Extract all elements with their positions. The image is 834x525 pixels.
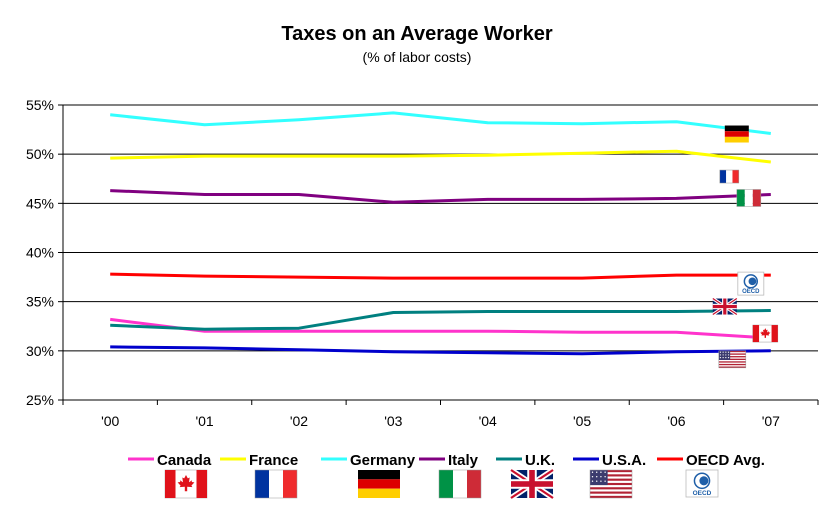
usa-flag bbox=[589, 469, 633, 499]
usa-flag bbox=[718, 350, 747, 369]
x-tick-label: '06 bbox=[667, 413, 685, 429]
x-tick-label: '02 bbox=[290, 413, 308, 429]
canada-flag bbox=[164, 469, 208, 499]
legend-label: Canada bbox=[157, 452, 212, 469]
legend-label: Germany bbox=[350, 452, 416, 469]
germany-flag bbox=[724, 125, 749, 143]
x-tick-label: '07 bbox=[762, 413, 780, 429]
x-tick-label: '03 bbox=[384, 413, 402, 429]
legend-label: U.S.A. bbox=[602, 452, 646, 469]
y-tick-label: 50% bbox=[26, 146, 54, 162]
series-line-france bbox=[110, 149, 771, 164]
x-tick-label: '05 bbox=[573, 413, 591, 429]
france-flag bbox=[254, 469, 298, 499]
series-line-oecd-avg bbox=[110, 272, 771, 280]
series-line-germany bbox=[110, 111, 771, 135]
legend-label: Italy bbox=[448, 452, 479, 469]
oecd-logo-text: OECD bbox=[742, 289, 760, 295]
legend: Canada France Germany Italy U.K. U.S.A. OECD A… bbox=[128, 452, 765, 501]
chart-title: Taxes on an Average Worker bbox=[281, 23, 552, 45]
annotation-flags: OECD bbox=[711, 125, 779, 369]
series-line-canada bbox=[110, 317, 771, 340]
oecd-logo-text: OECD bbox=[693, 490, 712, 497]
legend-label: France bbox=[249, 452, 298, 469]
x-tick-label: '01 bbox=[195, 413, 213, 429]
chart-subtitle: (% of labor costs) bbox=[363, 49, 472, 65]
x-tick-label: '04 bbox=[479, 413, 497, 429]
uk-flag bbox=[711, 297, 738, 316]
legend-label: OECD Avg. bbox=[686, 452, 765, 469]
x-tick-label: '00 bbox=[101, 413, 119, 429]
canada-flag bbox=[752, 324, 779, 343]
series-line-u-s-a bbox=[110, 345, 771, 356]
y-tick-label: 30% bbox=[26, 343, 54, 359]
y-tick-label: 35% bbox=[26, 294, 54, 310]
grid bbox=[63, 104, 818, 352]
y-tick-label: 45% bbox=[26, 195, 54, 211]
germany-flag bbox=[358, 470, 400, 498]
series-line-u-k bbox=[110, 309, 771, 331]
oecd-logo: OECD bbox=[737, 271, 765, 296]
y-tick-label: 40% bbox=[26, 245, 54, 261]
axes: 25% 30% 35% 40% 45% 50% 55% '00 '01 '02 '03 '04 '05 '… bbox=[26, 97, 819, 429]
italy-flag bbox=[438, 469, 482, 499]
y-tick-label: 55% bbox=[26, 97, 54, 113]
series-lines bbox=[110, 111, 771, 356]
legend-label: U.K. bbox=[525, 452, 555, 469]
italy-flag bbox=[736, 189, 762, 207]
france-flag bbox=[719, 169, 740, 184]
series-line-italy bbox=[110, 189, 771, 204]
y-tick-label: 25% bbox=[26, 392, 54, 408]
oecd-logo: OECD bbox=[685, 469, 719, 498]
uk-flag bbox=[509, 467, 555, 501]
